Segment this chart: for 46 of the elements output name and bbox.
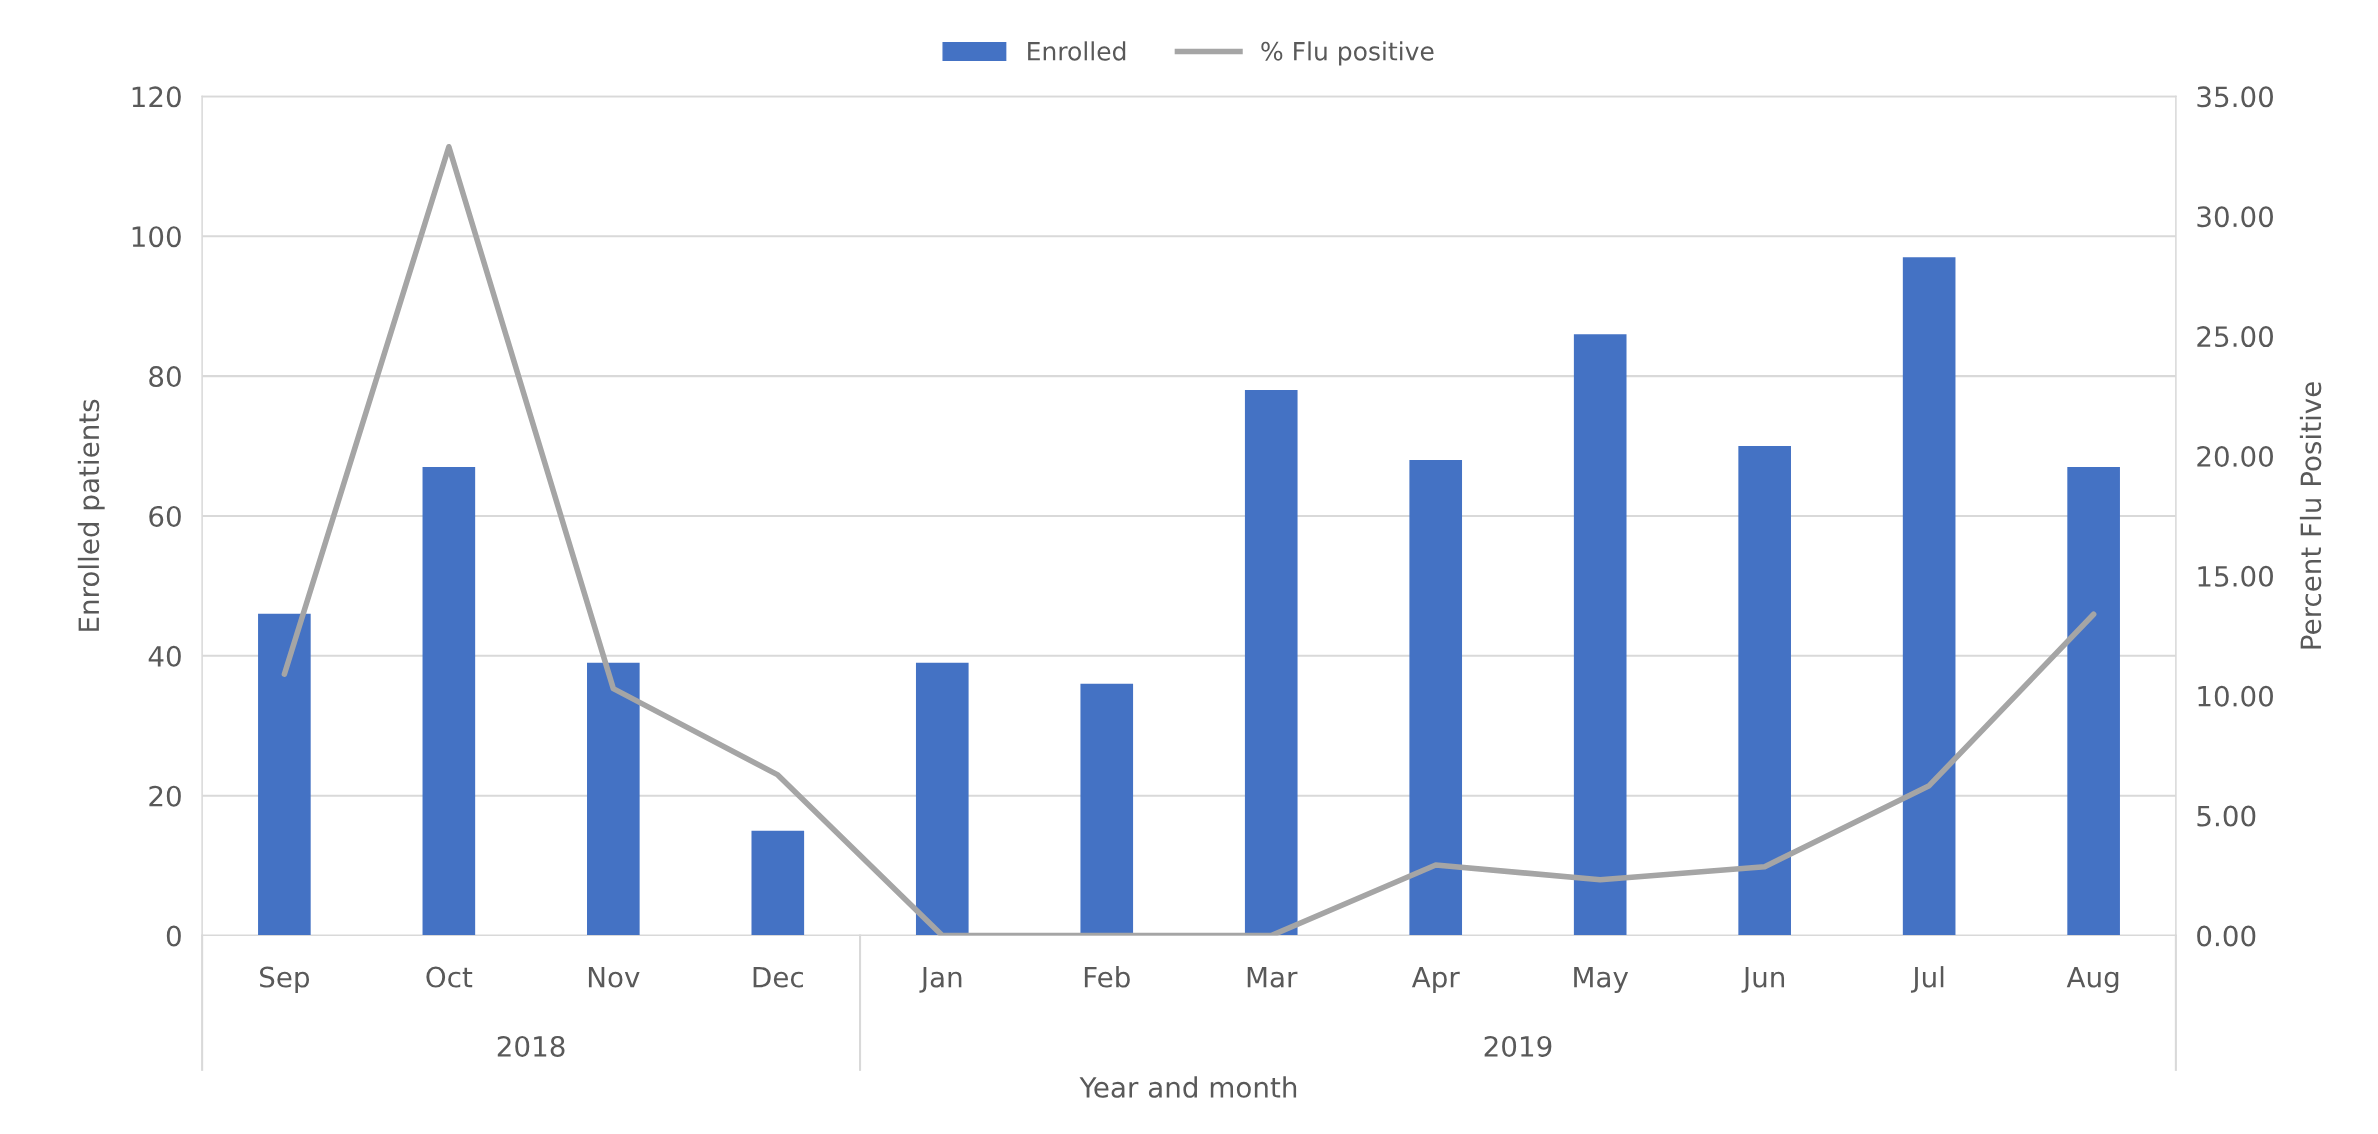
- x-tick-label: Aug: [2066, 966, 2119, 993]
- bar: [751, 830, 805, 936]
- bar: [258, 613, 311, 936]
- x-tick-label: Apr: [1411, 966, 1460, 993]
- legend-label: % Flu positive: [1261, 41, 1434, 66]
- y2-tick-label: 25.00: [2197, 326, 2273, 348]
- x-tick-label: Sep: [260, 966, 310, 993]
- x-tick-label: Jan: [919, 966, 962, 993]
- y2-tick-label: 15.00: [2198, 565, 2273, 587]
- y-tick-label: 20: [149, 785, 181, 807]
- bar: [915, 662, 969, 936]
- x-tick-label: Jun: [1741, 966, 1785, 993]
- y2-tick-label: 10.00: [2198, 685, 2273, 707]
- bar: [1409, 460, 1463, 936]
- x-tick-label: Nov: [588, 966, 640, 988]
- x-tick-label: Mar: [1247, 966, 1298, 988]
- y2-tick-label: 20.00: [2197, 445, 2273, 467]
- y2-tick-label: 35.00: [2197, 86, 2273, 108]
- y-tick-label: 40: [148, 645, 181, 667]
- x-tick-label: Dec: [753, 966, 803, 988]
- x-tick-label: Jul: [1910, 966, 1944, 993]
- bar: [1573, 334, 1627, 936]
- y2-tick-label: 0.00: [2197, 925, 2256, 947]
- y-tick-label: 0: [166, 925, 181, 947]
- y-tick-label: 60: [149, 505, 181, 527]
- bar: [1902, 257, 1956, 936]
- text: 2019: [1484, 1035, 1552, 1057]
- bar: [587, 662, 640, 936]
- y-tick-label: 120: [132, 86, 181, 108]
- x-tick-label: May: [1574, 966, 1629, 993]
- y-tick-label: 80: [149, 366, 181, 388]
- y-axis-title: Enrolled patients: [77, 399, 105, 631]
- y2-tick-label: 30.00: [2197, 206, 2273, 228]
- bar: [422, 467, 476, 936]
- y2-axis-title: Percent Flu Positive: [2299, 382, 2322, 649]
- x-tick-label: Feb: [1084, 966, 1130, 988]
- x-tick-label: Oct: [426, 966, 473, 988]
- x-axis-title: Year and month: [1079, 1076, 1297, 1098]
- text: 2018: [497, 1035, 565, 1057]
- bar: [2067, 467, 2120, 936]
- bar: [1080, 683, 1134, 936]
- bar: [1244, 390, 1298, 936]
- y-tick-label: 100: [132, 226, 181, 248]
- bar: [1738, 446, 1791, 936]
- legend-label: Enrolled: [1028, 41, 1126, 61]
- y2-tick-label: 5.00: [2197, 805, 2256, 827]
